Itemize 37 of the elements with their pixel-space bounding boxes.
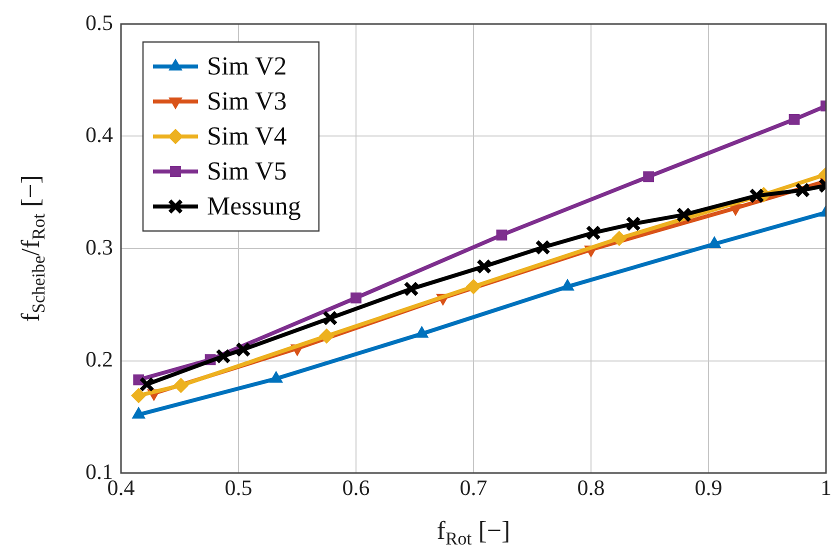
point: [319, 328, 334, 344]
point: [466, 279, 481, 294]
legend-label: Sim V5: [207, 156, 287, 186]
point: [173, 378, 188, 393]
point: [788, 114, 800, 125]
legend-label: Sim V4: [207, 121, 287, 150]
point: [139, 376, 155, 392]
legend-label: Sim V2: [207, 51, 287, 80]
point: [404, 281, 419, 297]
point: [496, 230, 508, 240]
point: [322, 310, 338, 326]
x-tick-label: 1: [820, 474, 832, 500]
y-axis-title: fScheibe/fRot [−]: [16, 175, 49, 322]
point: [131, 388, 146, 404]
point: [749, 188, 764, 204]
point: [794, 182, 810, 198]
point: [476, 258, 492, 274]
y-tick-label: 0.5: [86, 10, 113, 35]
y-tick-label: 0.3: [86, 234, 113, 260]
x-tick-label: 0.7: [460, 474, 488, 500]
y-tick-label: 0.4: [86, 122, 113, 148]
point: [643, 171, 654, 182]
legend-label: Sim V3: [207, 86, 287, 116]
x-tick-label: 0.5: [224, 474, 252, 500]
point: [535, 240, 550, 256]
y-tick-label: 0.2: [86, 346, 113, 372]
point: [586, 225, 602, 240]
x-tick-label: 0.8: [577, 474, 605, 500]
point: [236, 342, 251, 358]
point: [216, 348, 231, 364]
point: [612, 230, 627, 246]
point: [676, 207, 692, 222]
x-tick-label: 0.6: [342, 474, 370, 500]
point: [350, 292, 362, 304]
point: [626, 216, 641, 232]
x-tick-label: 0.9: [694, 474, 722, 500]
legend-label: Messung: [207, 191, 301, 220]
